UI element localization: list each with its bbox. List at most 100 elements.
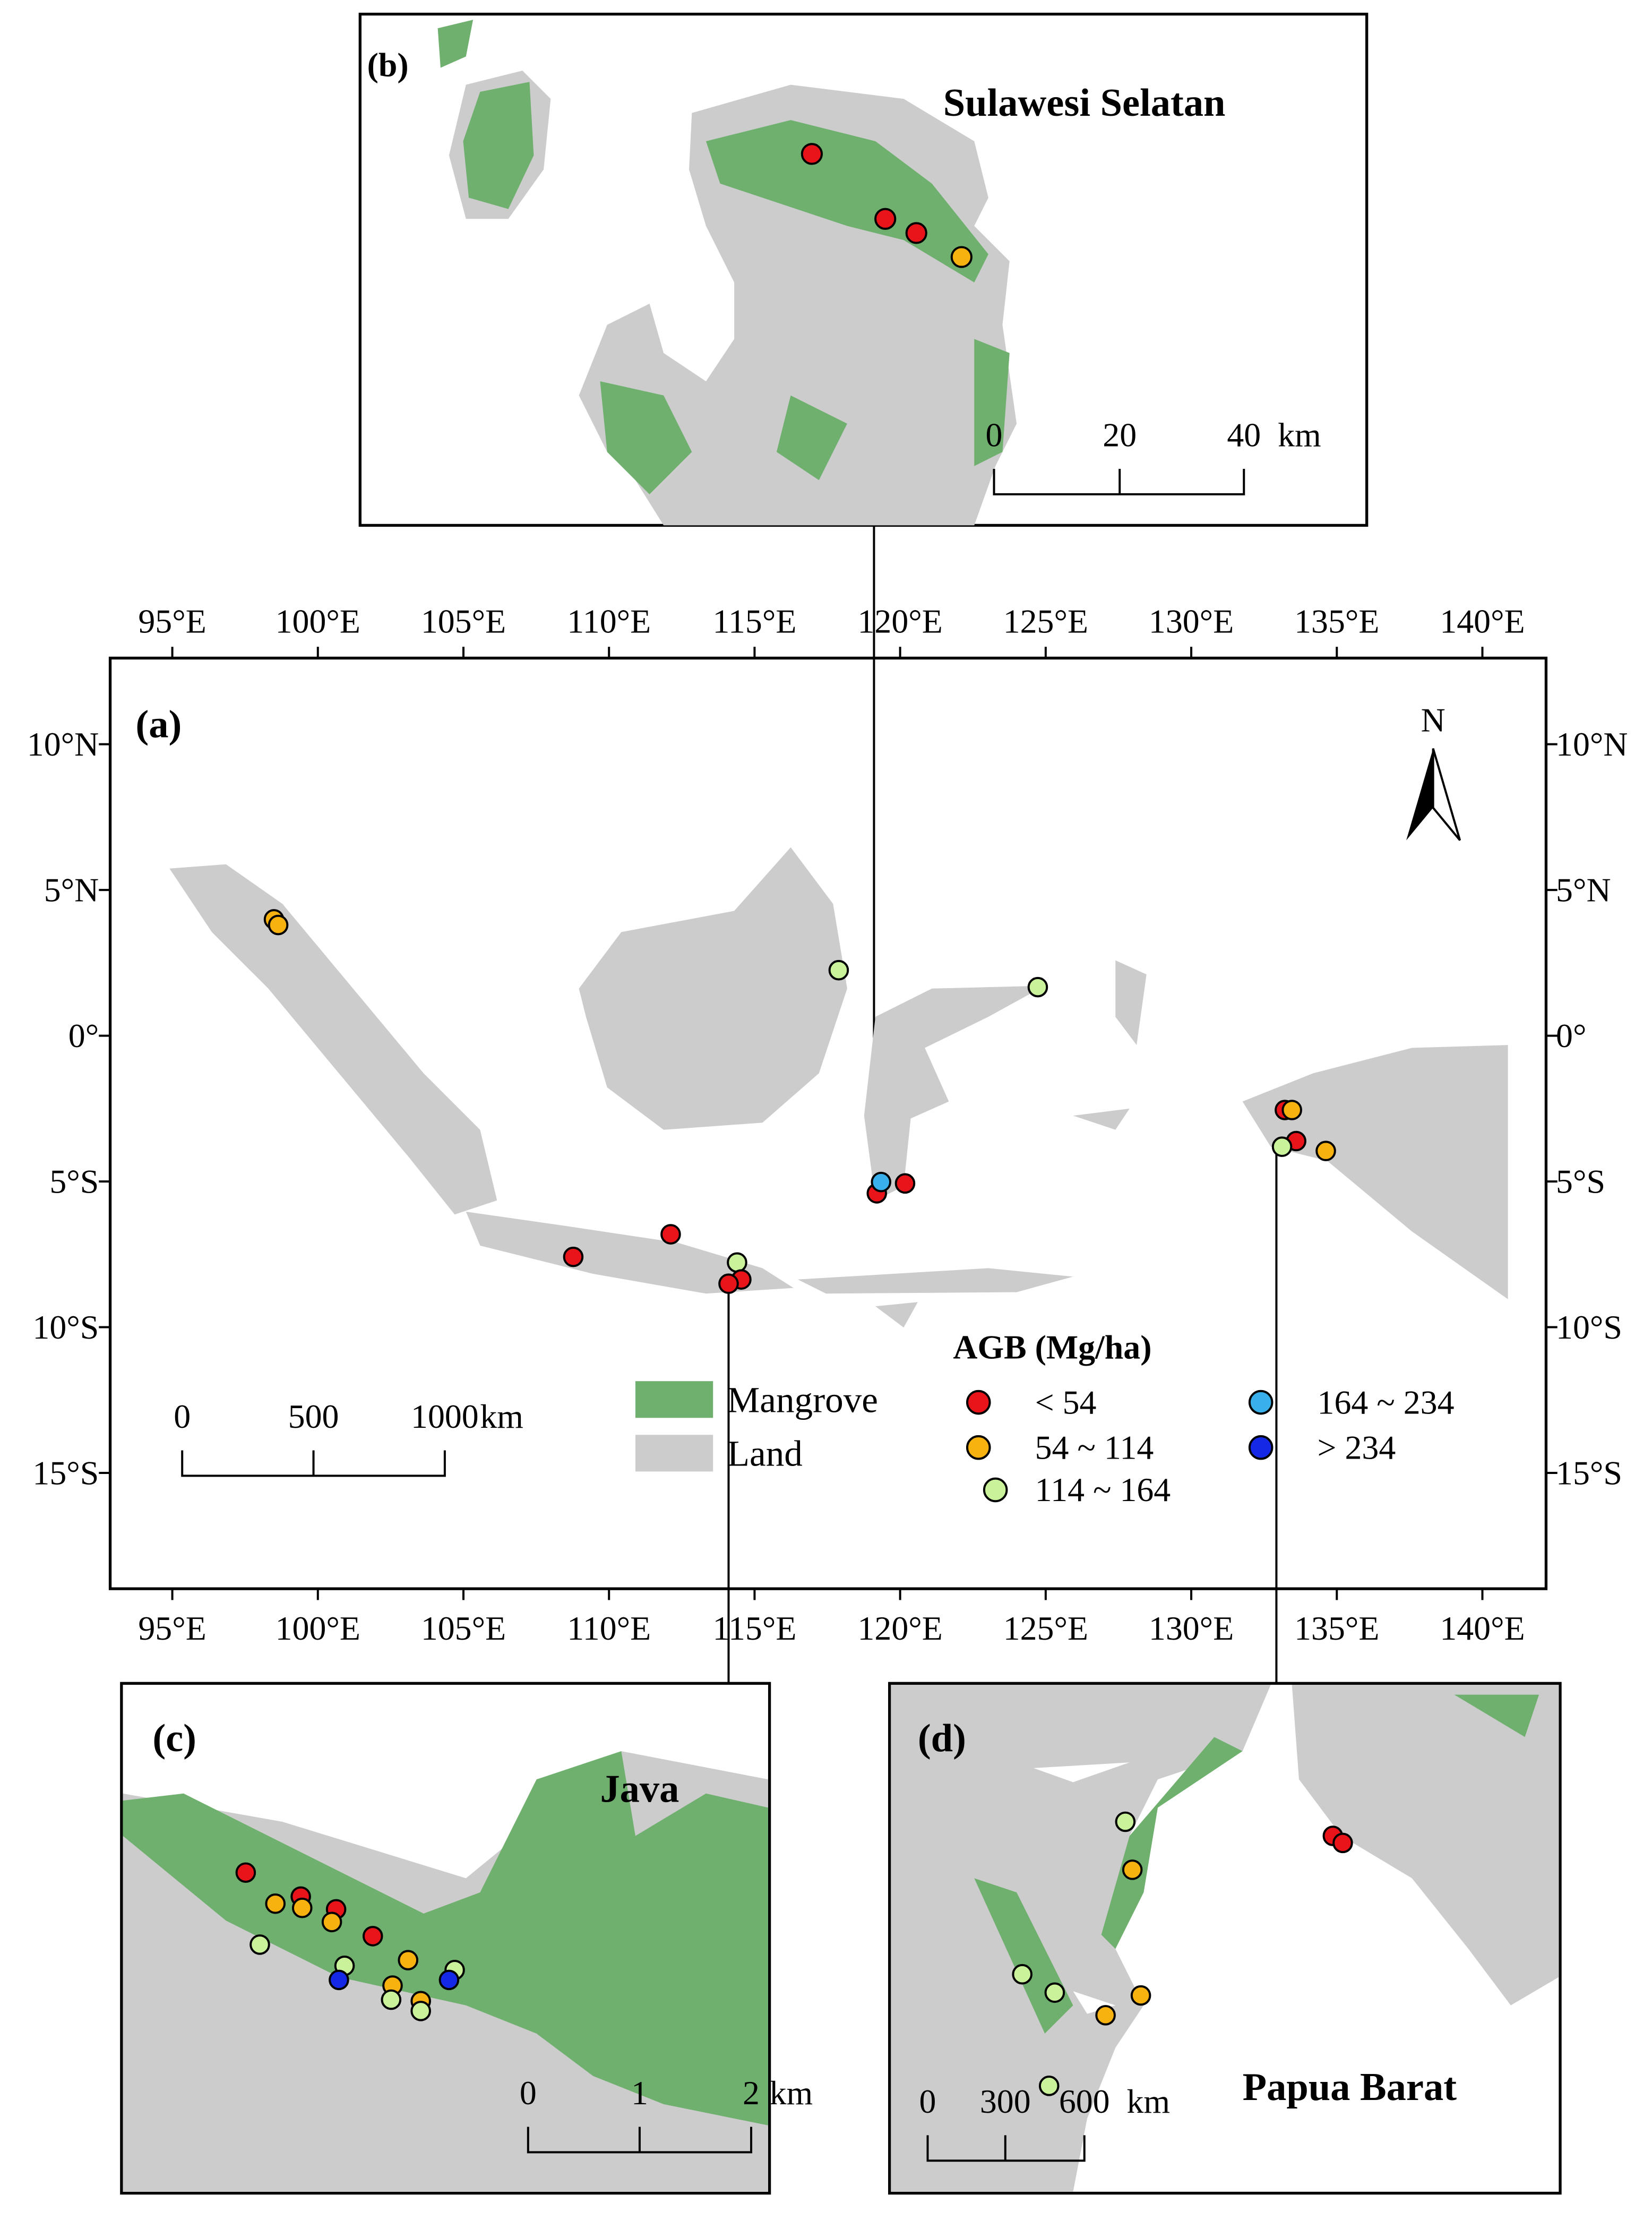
legend-label: 54 ~ 114 bbox=[1035, 1428, 1154, 1466]
land bbox=[797, 960, 1147, 1328]
legend-marker bbox=[966, 1390, 991, 1415]
sample-point bbox=[265, 1893, 286, 1914]
x-tick-label: 135°E bbox=[1294, 1609, 1379, 1647]
sample-point bbox=[718, 1273, 739, 1294]
arrow-half bbox=[1432, 748, 1461, 841]
sample-point bbox=[410, 2001, 431, 2021]
sample-points bbox=[235, 1862, 465, 2021]
x-tick-label: 100°E bbox=[276, 1609, 360, 1647]
land bbox=[864, 985, 1045, 1201]
y-tick-label: 5°N bbox=[44, 871, 99, 908]
sample-point bbox=[905, 222, 927, 244]
scale-label: 0 bbox=[520, 2074, 537, 2112]
scale-line bbox=[181, 1450, 446, 1477]
sample-point bbox=[727, 1252, 747, 1273]
x-tick-label: 140°E bbox=[1440, 603, 1525, 640]
frame bbox=[108, 656, 1548, 1590]
scale-label: 20 bbox=[1103, 416, 1137, 453]
sample-point bbox=[1027, 976, 1048, 998]
x-tick-label: 115°E bbox=[712, 603, 796, 640]
scale-bar: 0 500 1000 km bbox=[174, 1398, 523, 1477]
y-tick-label: 10°S bbox=[32, 1308, 99, 1346]
panel-b: (b) Sulawesi Selatan 0 20 40 km bbox=[358, 12, 1369, 527]
sample-point bbox=[1130, 1985, 1151, 2006]
scale-unit: km bbox=[1127, 2082, 1171, 2120]
scale-unit: km bbox=[1278, 416, 1321, 453]
land bbox=[579, 847, 847, 1130]
scale-bar: 0 300 600 km bbox=[919, 2082, 1171, 2162]
legend-label: > 234 bbox=[1318, 1428, 1396, 1466]
frame bbox=[120, 1682, 771, 2195]
x-tick-label: 105°E bbox=[421, 603, 506, 640]
y-tick-label: 10°N bbox=[1556, 725, 1628, 763]
sample-point bbox=[1281, 1100, 1302, 1120]
scale-line bbox=[527, 2127, 753, 2154]
y-tick-label: 15°S bbox=[32, 1454, 99, 1492]
scale-label: 500 bbox=[288, 1398, 339, 1435]
legend-swatch bbox=[635, 1381, 713, 1418]
scale-label: 1 bbox=[631, 2074, 648, 2112]
sample-point bbox=[398, 1950, 419, 1970]
legend-marker bbox=[1248, 1435, 1274, 1460]
x-tick-label: 110°E bbox=[567, 603, 651, 640]
sample-point bbox=[874, 208, 897, 230]
legend-marker bbox=[1248, 1390, 1274, 1415]
panel-title: Sulawesi Selatan bbox=[943, 81, 1226, 125]
x-tick-label: 115°E bbox=[712, 1609, 796, 1647]
sample-point bbox=[1271, 1136, 1293, 1157]
y-tick-label: 5°S bbox=[49, 1162, 99, 1200]
mangrove bbox=[463, 82, 534, 209]
panel-label: (b) bbox=[367, 46, 409, 84]
legend-label: Mangrove bbox=[727, 1379, 878, 1420]
sample-point bbox=[438, 1969, 460, 1991]
land bbox=[891, 1684, 1271, 2192]
y-tick-label: 10°N bbox=[27, 725, 99, 763]
sample-point bbox=[660, 1224, 681, 1245]
land bbox=[169, 864, 497, 1215]
panel-title: Papua Barat bbox=[1243, 2065, 1457, 2109]
x-tick-label: 130°E bbox=[1149, 603, 1234, 640]
land bbox=[1242, 1045, 1508, 1299]
sample-point bbox=[950, 246, 973, 268]
panel-a: (a) N 0 500 1000 km Mangrove Land AGB (M… bbox=[27, 603, 1628, 1647]
x-tick-label: 100°E bbox=[276, 603, 360, 640]
sample-point bbox=[268, 914, 289, 936]
y-tick-label: 5°N bbox=[1556, 871, 1611, 908]
x-tick-label: 95°E bbox=[138, 603, 206, 640]
scale-bar: 0 1 2 km bbox=[520, 2074, 813, 2154]
arrow-half bbox=[1406, 748, 1433, 841]
sample-point bbox=[362, 1926, 383, 1947]
sample-point bbox=[329, 1969, 349, 1991]
legend: Mangrove Land AGB (Mg/ha) < 54 54 ~ 114 … bbox=[635, 1328, 1455, 1508]
panel-label: (d) bbox=[918, 1717, 966, 1760]
sample-point bbox=[894, 1173, 916, 1194]
x-tick-label: 120°E bbox=[857, 603, 942, 640]
sample-point bbox=[1044, 1982, 1065, 2003]
scale-line bbox=[926, 2135, 1086, 2162]
land bbox=[1292, 1684, 1559, 2005]
x-tick-label: 95°E bbox=[138, 1609, 206, 1647]
legend-label: Land bbox=[727, 1433, 803, 1474]
sample-point bbox=[321, 1912, 342, 1933]
scale-unit: km bbox=[770, 2074, 813, 2112]
north-label: N bbox=[1421, 701, 1446, 739]
sample-point bbox=[1038, 2076, 1060, 2096]
y-tick-label: 0° bbox=[68, 1017, 99, 1055]
sample-point bbox=[1115, 1811, 1136, 1832]
sample-point bbox=[1122, 1859, 1143, 1880]
sample-point bbox=[1315, 1141, 1336, 1161]
scale-line bbox=[993, 469, 1245, 495]
land bbox=[123, 2012, 768, 2192]
x-tick-label: 135°E bbox=[1294, 603, 1379, 640]
legend-label: < 54 bbox=[1035, 1383, 1097, 1421]
legend-label: 164 ~ 234 bbox=[1318, 1383, 1455, 1421]
panel-label: (a) bbox=[135, 702, 182, 746]
land bbox=[466, 1211, 794, 1294]
scale-bar: 0 20 40 km bbox=[986, 416, 1321, 495]
scale-label: 2 bbox=[743, 2074, 760, 2112]
scale-unit: km bbox=[480, 1398, 523, 1435]
y-tick-label: 5°S bbox=[1556, 1162, 1605, 1200]
scale-label: 300 bbox=[980, 2082, 1031, 2120]
